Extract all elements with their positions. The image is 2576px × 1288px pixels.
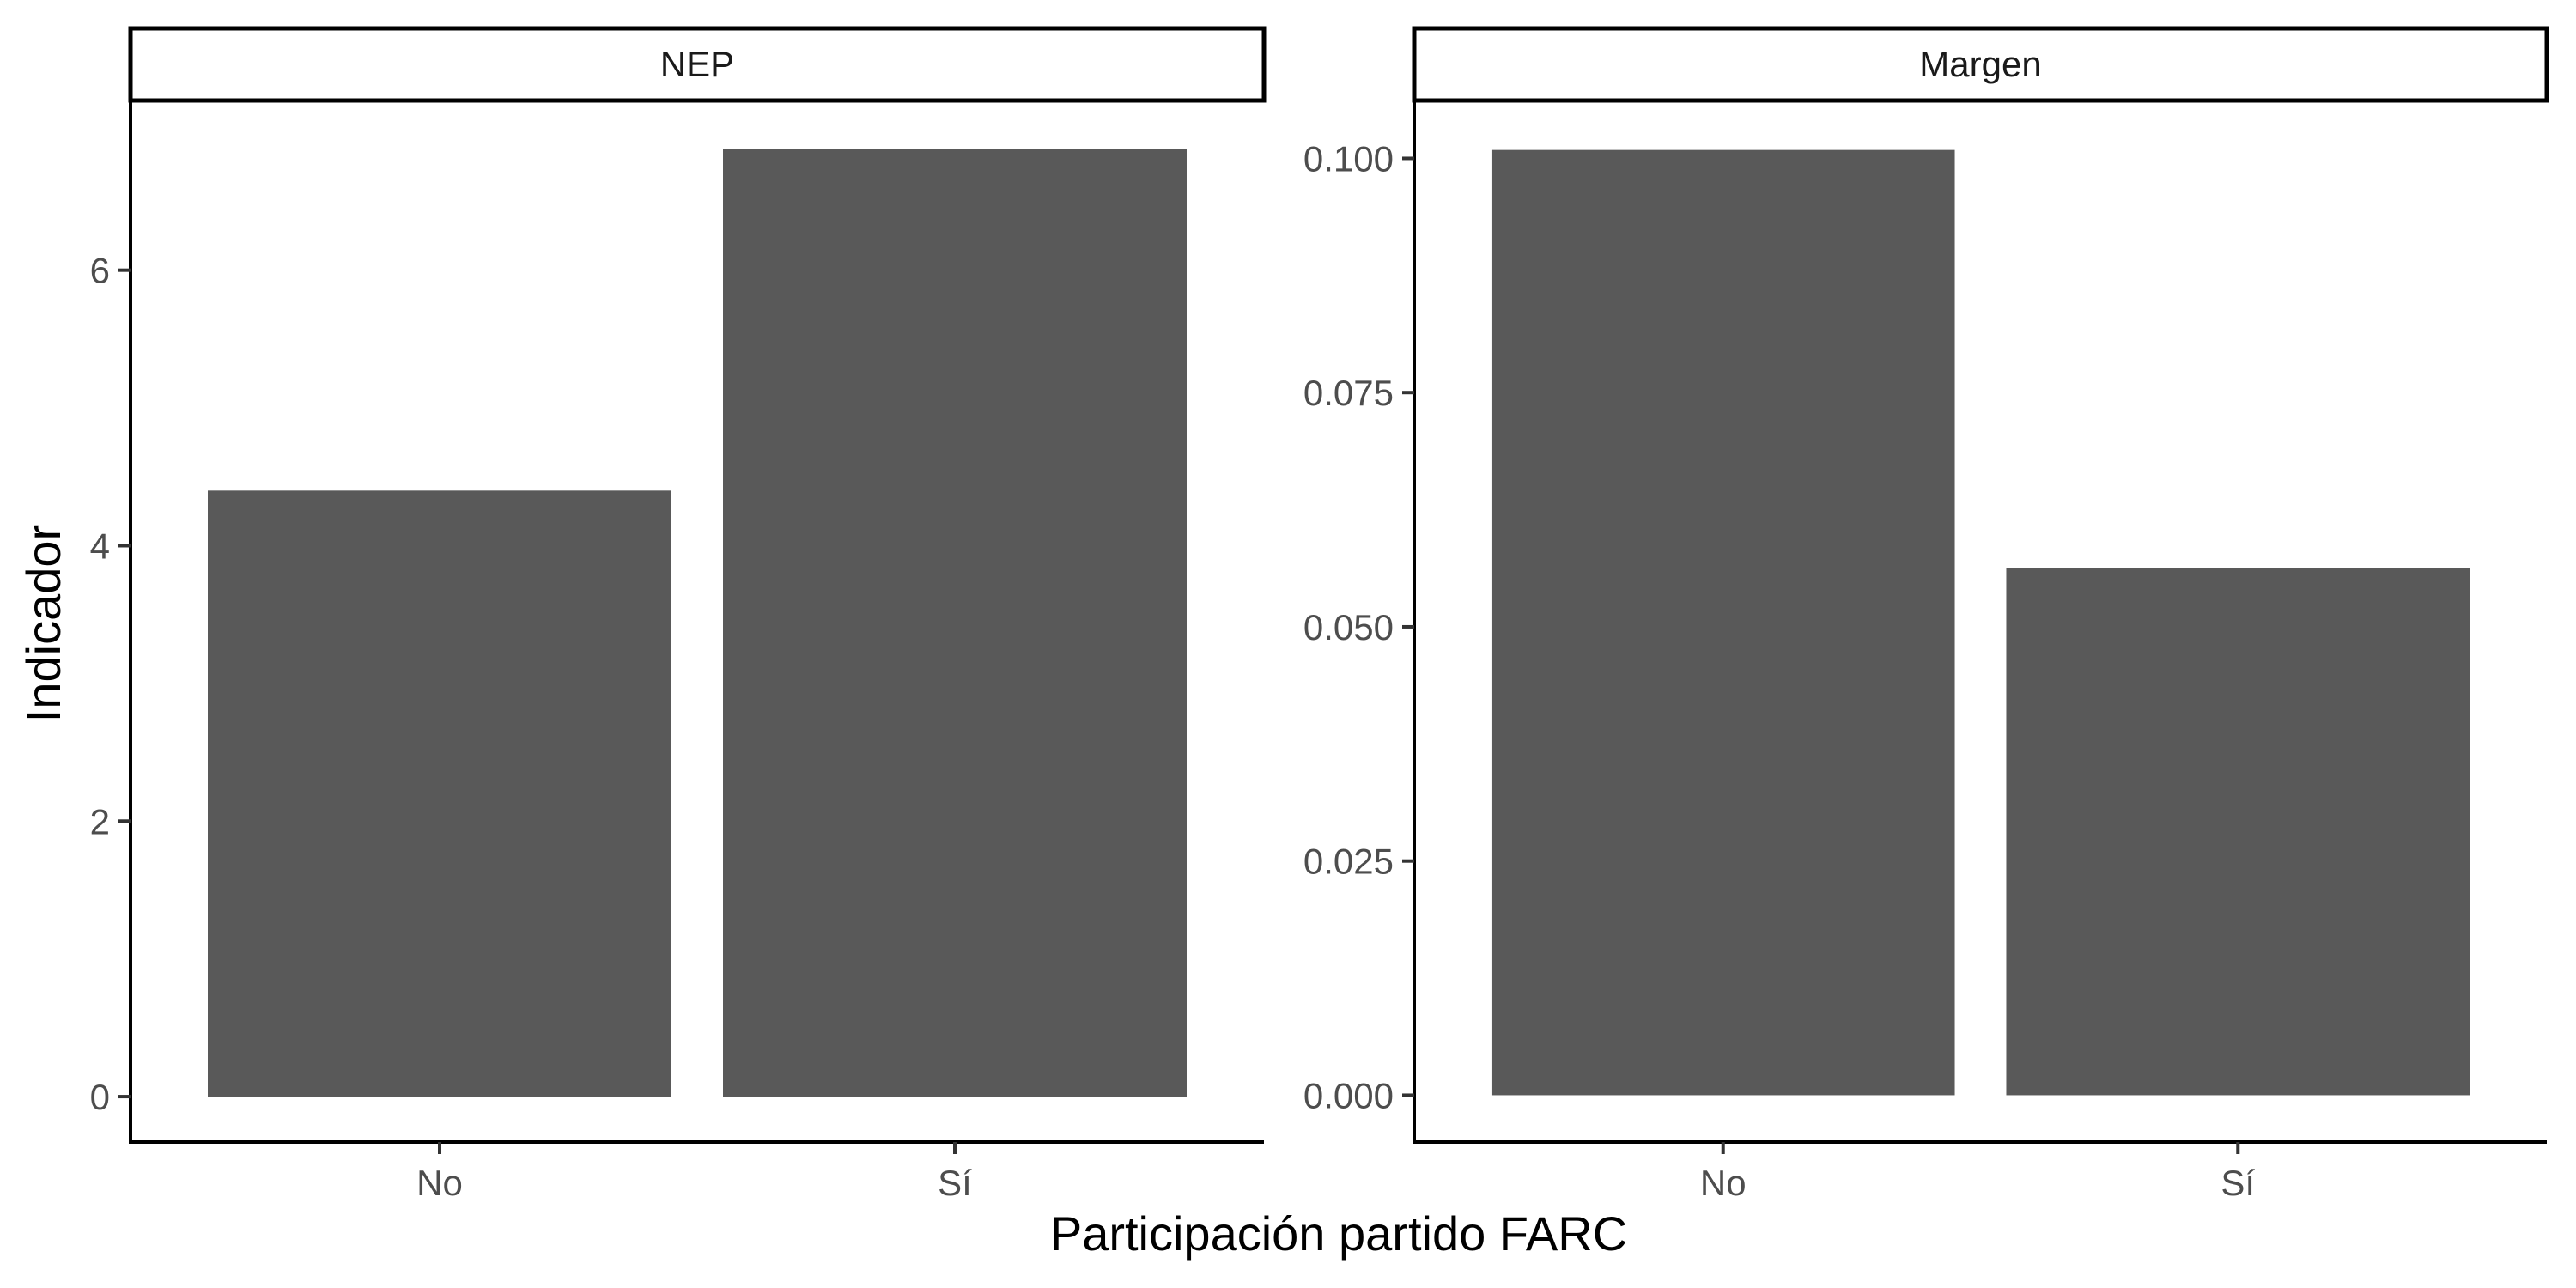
x-tick-label: Sí <box>2221 1163 2255 1203</box>
y-tick-label: 4 <box>90 526 110 566</box>
y-tick-label: 0.075 <box>1303 373 1394 413</box>
y-tick-label: 0.025 <box>1303 841 1394 882</box>
x-tick-label: No <box>1700 1163 1747 1203</box>
y-tick-label: 0 <box>90 1077 110 1117</box>
y-tick-label: 0.100 <box>1303 138 1394 179</box>
facet-panel-0: NEP 0 2 4 6 No Sí <box>90 26 1267 1203</box>
bar-no <box>208 490 671 1097</box>
x-tick-label: No <box>416 1163 463 1203</box>
facet-strip-label: NEP <box>660 44 734 84</box>
y-tick-label: 6 <box>90 251 110 291</box>
facet-panel-1: Margen 0.000 0.025 0.050 0.075 0.100 No Sí <box>1303 26 2549 1203</box>
bar-s- <box>723 149 1187 1097</box>
facet-strip-label: Margen <box>1919 44 2041 84</box>
x-axis-title: Participación partido FARC <box>1050 1206 1627 1261</box>
bar-s- <box>2006 568 2470 1096</box>
facet-strip-box <box>128 26 1267 103</box>
bar-no <box>1491 149 1955 1096</box>
y-axis-title: Indicador <box>16 525 70 722</box>
x-tick-label: Sí <box>938 1163 972 1203</box>
facet-strip-box <box>1412 26 2549 103</box>
y-tick-label: 2 <box>90 801 110 841</box>
y-tick-label: 0.050 <box>1303 607 1394 647</box>
y-tick-label: 0.000 <box>1303 1075 1394 1115</box>
